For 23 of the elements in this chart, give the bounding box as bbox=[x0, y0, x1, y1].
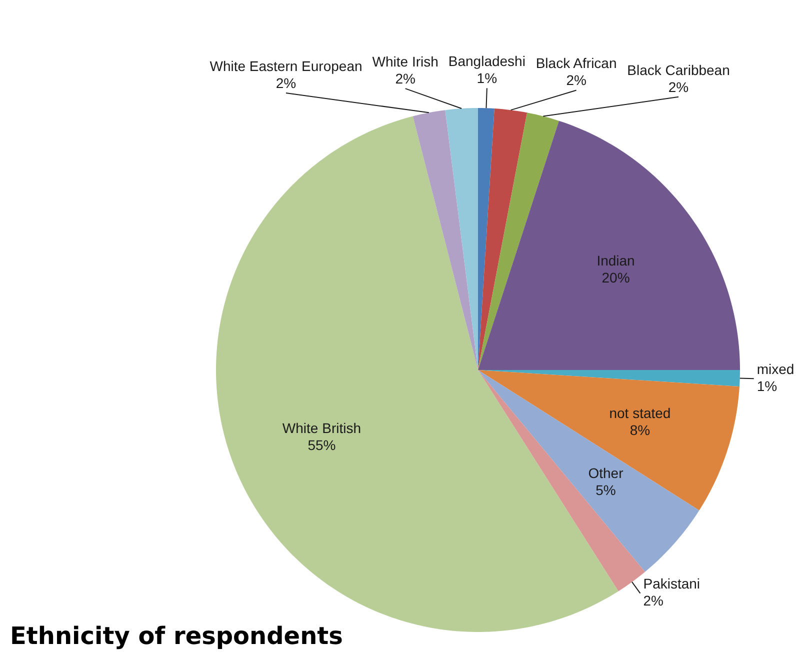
slice-label: mixed bbox=[756, 361, 794, 378]
data-label: 8% bbox=[630, 422, 650, 438]
data-label: 55% bbox=[308, 436, 336, 453]
text: Ethnicity of respondents bbox=[10, 622, 343, 650]
data-label: 2% bbox=[668, 78, 689, 95]
data-label: 2% bbox=[643, 592, 664, 609]
slice-label: Bangladeshi bbox=[448, 53, 526, 69]
slice-label: Pakistani bbox=[643, 576, 700, 592]
slice-label: White Eastern European bbox=[210, 58, 362, 74]
slice-label: White Irish bbox=[372, 53, 438, 70]
slice-label: Indian bbox=[596, 252, 635, 268]
slice-label: Black African bbox=[536, 55, 617, 72]
slice-label: White British bbox=[282, 420, 361, 436]
data-label: 1% bbox=[476, 70, 498, 86]
data-label: 20% bbox=[602, 269, 630, 286]
data-label: 5% bbox=[596, 482, 616, 498]
data-label: 2% bbox=[276, 74, 296, 91]
data-label: 1% bbox=[756, 378, 778, 394]
slice-label: Other bbox=[588, 464, 624, 481]
data-label: 2% bbox=[395, 70, 416, 86]
slice-label: not stated bbox=[609, 404, 671, 421]
data-label: 2% bbox=[566, 72, 586, 88]
slice-label: Black Caribbean bbox=[627, 62, 730, 78]
